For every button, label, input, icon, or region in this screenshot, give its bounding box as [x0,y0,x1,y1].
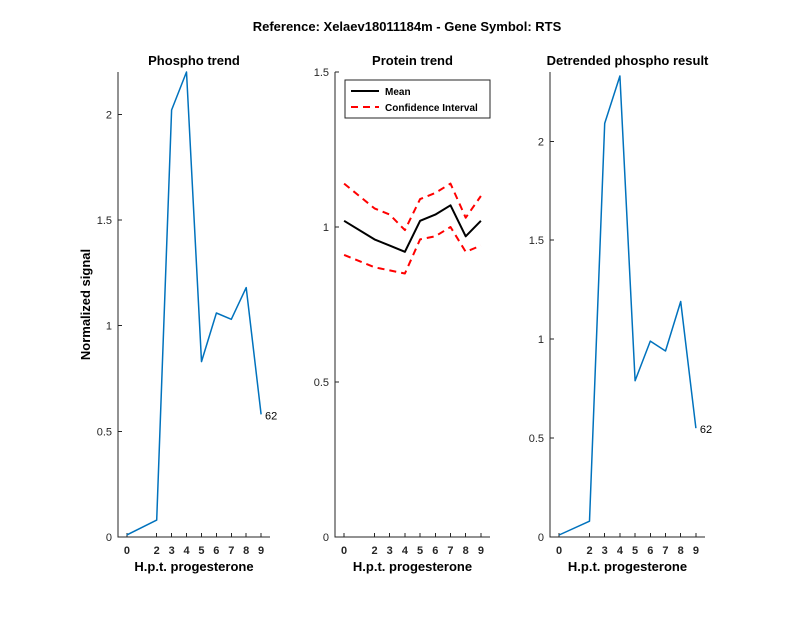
x-tick-label: 4 [617,545,624,557]
x-tick-label: 8 [678,545,684,557]
x-tick-label: 8 [463,545,469,557]
series-line-2 [343,182,482,232]
x-tick-label: 5 [632,545,638,557]
x-tick-label: 2 [154,545,160,557]
x-tick-label: 3 [169,545,175,557]
x-tick-label: 7 [228,545,234,557]
subplot-title: Protein trend [372,53,453,68]
y-tick-label: 1 [106,321,112,333]
x-tick-label: 7 [662,545,668,557]
series-end-label: 62 [700,424,712,436]
x-tick-label: 3 [387,545,393,557]
x-tick-label: 9 [478,545,484,557]
x-tick-label: 8 [243,545,249,557]
x-axis-label: H.p.t. progesterone [353,559,472,574]
axes-lines [117,72,270,538]
x-axis-label: H.p.t. progesterone [568,559,687,574]
y-tick-label: 1 [323,222,329,234]
x-axis-label: H.p.t. progesterone [134,559,253,574]
x-tick-label: 9 [693,545,699,557]
y-tick-label: 0 [323,532,329,544]
x-tick-label: 3 [602,545,608,557]
series-end-label: 62 [265,410,277,422]
x-tick-label: 7 [447,545,453,557]
y-tick-label: 1.5 [529,235,544,247]
figure-suptitle: Reference: Xelaev18011184m - Gene Symbol… [253,19,562,34]
x-tick-label: 4 [183,545,190,557]
subplot-title: Detrended phospho result [547,53,709,68]
y-tick-label: 0 [538,532,544,544]
legend: Mean Confidence Interval [344,79,491,119]
y-tick-label: 0.5 [97,426,112,438]
series-line-1 [343,204,482,253]
subplot-2: 0 0.5 1 1.5 0 2 3 4 5 6 7 8 9 Protein trend H.p.t. pro… [314,53,491,574]
x-tick-label: 0 [124,545,130,557]
x-tick-label: 0 [341,545,347,557]
x-tick-label: 5 [198,545,204,557]
x-tick-label: 5 [417,545,423,557]
y-tick-label: 1.5 [314,67,329,79]
x-tick-label: 9 [258,545,264,557]
x-tick-label: 0 [556,545,562,557]
legend-box [344,79,491,119]
y-tick-label: 1 [538,334,544,346]
y-tick-label: 0.5 [314,377,329,389]
series-line-1 [558,75,697,536]
y-tick-label: 1.5 [97,215,112,227]
x-tick-label: 2 [371,545,377,557]
x-tick-label: 2 [586,545,592,557]
series-line-1 [126,71,262,536]
x-tick-label: 6 [647,545,653,557]
y-tick-label: 2 [538,136,544,148]
x-tick-label: 6 [432,545,438,557]
y-tick-label: 0 [106,532,112,544]
legend-entry: Mean [385,87,411,98]
y-tick-label: 2 [106,109,112,121]
legend-entry: Confidence Interval [385,103,478,114]
x-tick-label: 6 [213,545,219,557]
axes-lines [334,72,490,538]
y-tick-label: 0.5 [529,433,544,445]
y-axis-label: Normalized signal [78,249,93,360]
subplot-title: Phospho trend [148,53,240,68]
x-tick-label: 4 [402,545,409,557]
